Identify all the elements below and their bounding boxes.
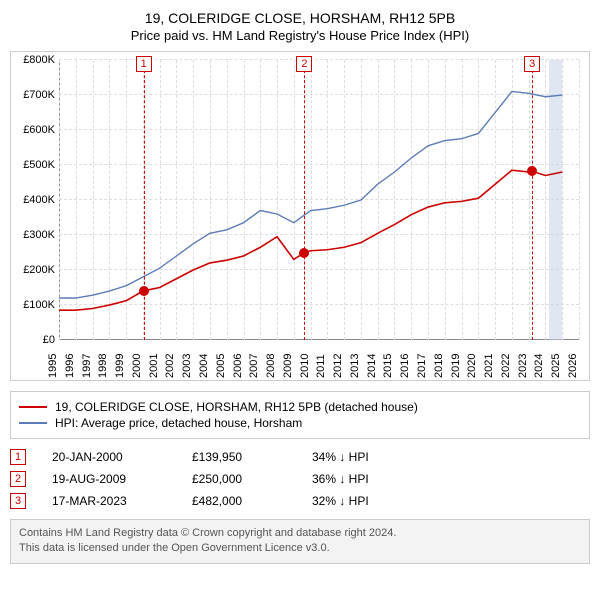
event-delta: 36% ↓ HPI <box>312 472 369 486</box>
title-line1: 19, COLERIDGE CLOSE, HORSHAM, RH12 5PB <box>10 10 590 26</box>
x-tick-label: 1999 <box>114 354 126 378</box>
event-marker: 2 <box>296 56 312 72</box>
y-tick-label: £600K <box>23 124 55 136</box>
x-tick-label: 2012 <box>332 354 344 378</box>
x-tick-label: 2014 <box>366 354 378 378</box>
y-tick-label: £800K <box>23 54 55 66</box>
x-tick-label: 2010 <box>299 354 311 378</box>
title-block: 19, COLERIDGE CLOSE, HORSHAM, RH12 5PB P… <box>10 10 590 43</box>
x-tick-label: 2003 <box>181 354 193 378</box>
event-row: 2 19-AUG-2009 £250,000 36% ↓ HPI <box>10 471 590 487</box>
legend: 19, COLERIDGE CLOSE, HORSHAM, RH12 5PB (… <box>10 391 590 439</box>
x-tick-label: 2001 <box>148 354 160 378</box>
event-row: 3 17-MAR-2023 £482,000 32% ↓ HPI <box>10 493 590 509</box>
x-tick-label: 2022 <box>500 354 512 378</box>
x-tick-label: 1996 <box>64 354 76 378</box>
legend-label: HPI: Average price, detached house, Hors… <box>55 416 302 430</box>
x-tick-label: 1997 <box>81 354 93 378</box>
x-tick-label: 2004 <box>198 354 210 378</box>
y-tick-label: £300K <box>23 229 55 241</box>
x-tick-label: 2026 <box>567 354 579 378</box>
event-marker: 1 <box>136 56 152 72</box>
event-line <box>304 60 305 340</box>
event-line <box>144 60 145 340</box>
event-delta: 34% ↓ HPI <box>312 450 369 464</box>
x-tick-label: 2025 <box>550 354 562 378</box>
y-tick-label: £400K <box>23 194 55 206</box>
x-tick-label: 2008 <box>265 354 277 378</box>
x-tick-label: 1995 <box>47 354 59 378</box>
sale-point-dot <box>299 248 309 258</box>
x-tick-label: 2016 <box>399 354 411 378</box>
event-row: 1 20-JAN-2000 £139,950 34% ↓ HPI <box>10 449 590 465</box>
legend-label: 19, COLERIDGE CLOSE, HORSHAM, RH12 5PB (… <box>55 400 418 414</box>
x-tick-label: 2011 <box>315 354 327 378</box>
x-tick-label: 2017 <box>416 354 428 378</box>
x-tick-label: 2006 <box>232 354 244 378</box>
event-price: £139,950 <box>192 450 312 464</box>
event-number-badge: 3 <box>10 493 26 509</box>
event-price: £482,000 <box>192 494 312 508</box>
y-tick-label: £0 <box>43 334 55 346</box>
event-date: 20-JAN-2000 <box>52 450 192 464</box>
x-tick-label: 2020 <box>466 354 478 378</box>
y-tick-label: £100K <box>23 299 55 311</box>
event-delta: 32% ↓ HPI <box>312 494 369 508</box>
legend-swatch <box>19 406 47 408</box>
y-tick-label: £200K <box>23 264 55 276</box>
x-tick-label: 2007 <box>248 354 260 378</box>
x-tick-label: 2023 <box>517 354 529 378</box>
footnote-line: This data is licensed under the Open Gov… <box>19 541 581 556</box>
legend-row: HPI: Average price, detached house, Hors… <box>19 416 581 430</box>
footnote-line: Contains HM Land Registry data © Crown c… <box>19 526 581 541</box>
event-date: 19-AUG-2009 <box>52 472 192 486</box>
series-hpi <box>59 91 562 298</box>
y-axis: £0£100K£200K£300K£400K£500K£600K£700K£80… <box>11 60 59 340</box>
x-tick-label: 2005 <box>215 354 227 378</box>
x-tick-label: 2000 <box>131 354 143 378</box>
x-tick-label: 2009 <box>282 354 294 378</box>
x-tick-label: 2021 <box>483 354 495 378</box>
x-axis: 1995199619971998199920002001200220032004… <box>59 340 579 380</box>
events-table: 1 20-JAN-2000 £139,950 34% ↓ HPI 2 19-AU… <box>10 449 590 509</box>
event-marker: 3 <box>524 56 540 72</box>
gridline-v <box>579 60 580 340</box>
legend-swatch <box>19 422 47 424</box>
legend-row: 19, COLERIDGE CLOSE, HORSHAM, RH12 5PB (… <box>19 400 581 414</box>
x-tick-label: 2013 <box>349 354 361 378</box>
x-tick-label: 1998 <box>97 354 109 378</box>
x-tick-label: 2015 <box>382 354 394 378</box>
x-tick-label: 2018 <box>433 354 445 378</box>
line-layer <box>59 60 579 340</box>
event-date: 17-MAR-2023 <box>52 494 192 508</box>
series-property <box>59 170 562 310</box>
chart-container: 19, COLERIDGE CLOSE, HORSHAM, RH12 5PB P… <box>10 10 590 564</box>
footnote: Contains HM Land Registry data © Crown c… <box>10 519 590 564</box>
y-tick-label: £700K <box>23 89 55 101</box>
title-line2: Price paid vs. HM Land Registry's House … <box>10 28 590 43</box>
x-tick-label: 2019 <box>450 354 462 378</box>
plot-area: 123 <box>59 60 579 340</box>
x-tick-label: 2002 <box>164 354 176 378</box>
sale-point-dot <box>139 286 149 296</box>
y-tick-label: £500K <box>23 159 55 171</box>
sale-point-dot <box>527 166 537 176</box>
event-number-badge: 1 <box>10 449 26 465</box>
chart: £0 £100K £200K £300K £400K £500K £600K £700K £80… <box>10 51 590 381</box>
event-price: £250,000 <box>192 472 312 486</box>
x-tick-label: 2024 <box>533 354 545 378</box>
event-number-badge: 2 <box>10 471 26 487</box>
event-line <box>532 60 533 340</box>
